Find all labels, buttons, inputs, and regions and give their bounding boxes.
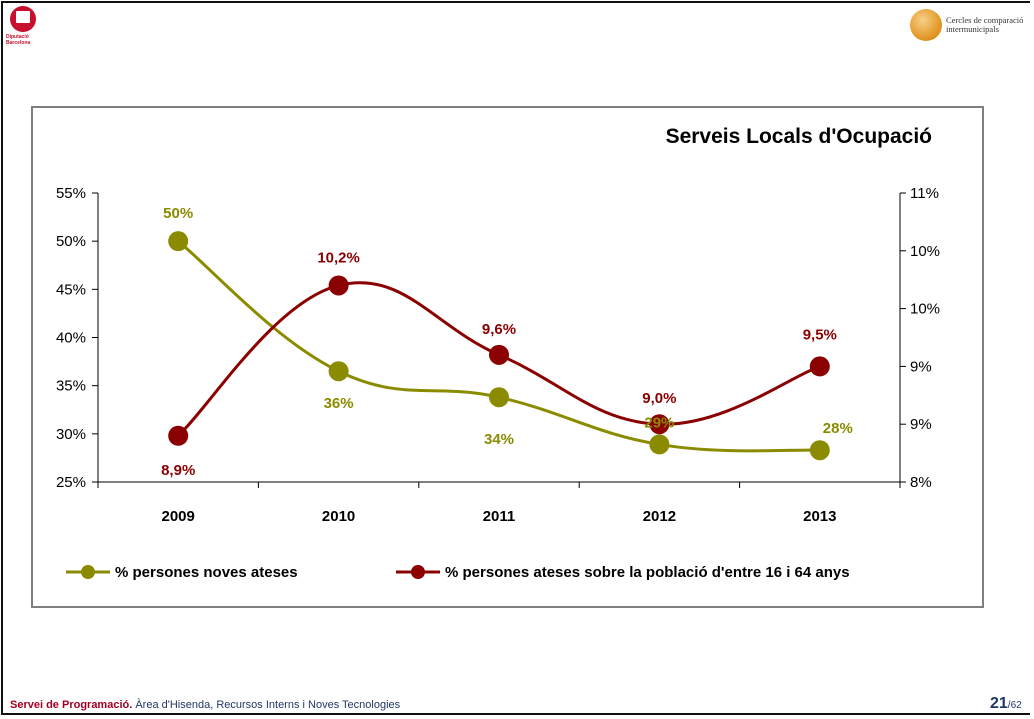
data-label-persones-noves: 36% bbox=[324, 395, 354, 412]
diputacio-seal-icon bbox=[10, 6, 36, 32]
data-label-persones-ateses: 9,5% bbox=[803, 326, 837, 343]
data-label-persones-ateses: 8,9% bbox=[161, 462, 195, 479]
cercles-logo: Cercles de comparació intermunicipals bbox=[910, 9, 1034, 41]
globe-icon bbox=[910, 9, 942, 41]
data-label-persones-ateses: 9,6% bbox=[482, 321, 516, 338]
y-right-tick-label: 11% bbox=[910, 185, 939, 202]
page-total: /62 bbox=[1007, 700, 1022, 711]
y-left-tick-label: 25% bbox=[56, 474, 86, 491]
data-point-persones-noves bbox=[489, 387, 509, 408]
data-point-persones-ateses bbox=[649, 414, 670, 435]
x-tick-label: 2009 bbox=[162, 508, 195, 525]
y-left-tick-label: 35% bbox=[56, 378, 86, 395]
data-label-persones-noves: 28% bbox=[823, 420, 853, 437]
logo-right-line1: Cercles de comparació bbox=[946, 15, 1024, 25]
y-left-tick-label: 50% bbox=[56, 233, 86, 250]
legend-label-persones-ateses: % persones ateses sobre la població d'en… bbox=[445, 564, 850, 581]
data-point-persones-ateses bbox=[168, 425, 189, 446]
data-label-persones-noves: 29% bbox=[644, 414, 674, 431]
x-tick-label: 2011 bbox=[483, 508, 516, 525]
y-right-tick-label: 10% bbox=[910, 301, 940, 318]
data-point-persones-noves bbox=[809, 440, 830, 461]
data-label-persones-ateses: 10,2% bbox=[317, 249, 360, 266]
y-right-tick-label: 8% bbox=[910, 474, 932, 491]
logo-right-line2: intermunicipals bbox=[946, 24, 999, 34]
page-current: 21 bbox=[990, 695, 1008, 712]
y-left-tick-label: 45% bbox=[56, 281, 86, 298]
y-right-tick-label: 9% bbox=[910, 358, 932, 375]
y-right-tick-label: 9% bbox=[910, 416, 932, 433]
x-tick-label: 2012 bbox=[643, 508, 676, 525]
footer-bold: Servei de Programació. bbox=[10, 699, 133, 711]
y-left-tick-label: 40% bbox=[56, 330, 86, 347]
data-label-persones-ateses: 9,0% bbox=[642, 390, 676, 407]
legend-marker-persones-noves bbox=[81, 565, 95, 579]
data-point-persones-ateses bbox=[489, 344, 509, 365]
data-point-persones-ateses bbox=[809, 356, 830, 377]
logo-left-line1: Diputació bbox=[6, 34, 29, 40]
data-point-persones-ateses bbox=[328, 275, 349, 296]
footer-rest: Àrea d'Hisenda, Recursos Interns i Noves… bbox=[132, 699, 401, 711]
y-left-tick-label: 55% bbox=[56, 185, 86, 202]
data-point-persones-noves bbox=[328, 361, 349, 382]
logo-left-line2: Barcelona bbox=[6, 40, 31, 46]
legend-label-persones-noves: % persones noves ateses bbox=[115, 564, 298, 581]
data-label-persones-noves: 50% bbox=[163, 205, 193, 222]
footer-text: Servei de Programació. Àrea d'Hisenda, R… bbox=[10, 699, 400, 711]
chart-title: Serveis Locals d'Ocupació bbox=[666, 125, 932, 148]
y-left-tick-label: 30% bbox=[56, 426, 86, 443]
x-tick-label: 2013 bbox=[803, 508, 836, 525]
data-point-persones-noves bbox=[649, 434, 670, 455]
page-number: 21/62 bbox=[990, 695, 1022, 713]
legend-marker-persones-ateses bbox=[411, 565, 425, 579]
diputacio-logo: Diputació Barcelona bbox=[6, 6, 42, 46]
data-point-persones-noves bbox=[168, 231, 189, 252]
x-tick-label: 2010 bbox=[322, 508, 355, 525]
data-label-persones-noves: 34% bbox=[484, 431, 514, 448]
y-right-tick-label: 10% bbox=[910, 243, 940, 260]
